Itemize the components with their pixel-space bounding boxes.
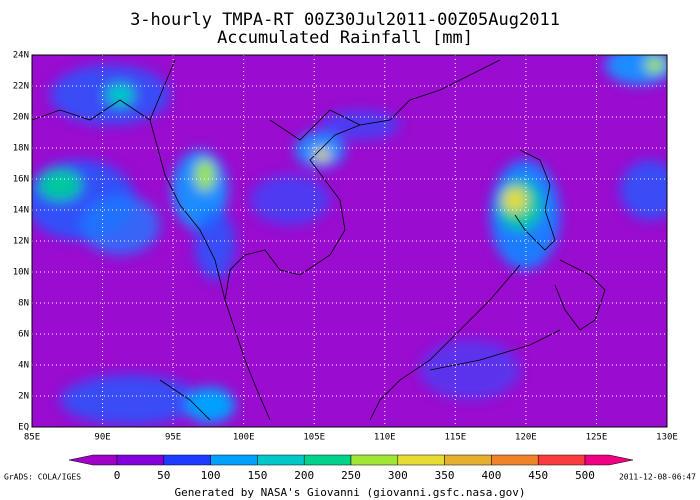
colorbar-swatch [163, 454, 211, 466]
lat-tick-label: 14N [13, 206, 29, 216]
lat-tick-label: 10N [13, 268, 29, 278]
colorbar-label: 450 [528, 469, 548, 482]
lon-tick-label: 120E [515, 433, 537, 443]
colorbar-swatch [350, 454, 399, 466]
map-subtitle: Accumulated Rainfall [mm] [217, 28, 473, 48]
lon-tick-label: 130E [656, 433, 678, 443]
lat-tick-label: 4N [18, 361, 29, 371]
lon-tick-label: 125E [586, 433, 608, 443]
lat-tick-label: 22N [13, 82, 29, 92]
plot-frame [31, 54, 668, 428]
credit-left: GrADS: COLA/IGES [4, 473, 81, 482]
rainfall-field [32, 55, 667, 425]
lon-tick-label: 110E [374, 433, 396, 443]
colorbar-swatch [491, 454, 539, 466]
lat-tick-label: 12N [13, 237, 29, 247]
colorbar-swatch [210, 454, 258, 466]
lon-tick-label: 100E [233, 433, 255, 443]
colorbar-swatch [537, 454, 586, 466]
colorbar-label: 300 [388, 469, 408, 482]
timestamp: 2011-12-08-06:47 [619, 473, 696, 482]
colorbar-swatch [257, 454, 305, 466]
lat-tick-label: 8N [18, 299, 29, 309]
colorbar-label: 400 [481, 469, 501, 482]
colorbar-label: 200 [294, 469, 314, 482]
lat-tick-label: 18N [13, 144, 29, 154]
lat-tick-label: EQ [18, 423, 29, 433]
colorbar-label: 100 [201, 469, 221, 482]
colorbar-label: 500 [575, 469, 595, 482]
colorbar-swatch [584, 454, 634, 466]
colorbar-swatch [397, 454, 445, 466]
lat-tick-label: 6N [18, 330, 29, 340]
colorbar-label: 150 [247, 469, 267, 482]
colorbar-label: 50 [157, 469, 170, 482]
colorbar-label: 350 [435, 469, 455, 482]
lon-tick-label: 95E [165, 433, 181, 443]
colorbar-label: 0 [114, 469, 121, 482]
lat-tick-label: 20N [13, 113, 29, 123]
lon-tick-label: 115E [444, 433, 466, 443]
lon-tick-label: 90E [94, 433, 110, 443]
lat-tick-label: 16N [13, 175, 29, 185]
colorbar-swatch [444, 454, 492, 466]
lat-tick-label: 2N [18, 392, 29, 402]
colorbar-label: 250 [341, 469, 361, 482]
colorbar: 0 50 100 150 200 250 300 350 400 450 500 [68, 454, 634, 482]
colorbar-swatch [303, 454, 352, 466]
colorbar-swatch [68, 454, 118, 466]
colorbar-swatch [116, 454, 165, 466]
lon-tick-label: 85E [24, 433, 40, 443]
footer: Generated by NASA's Giovanni (giovanni.g… [175, 486, 526, 499]
map-title: 3-hourly TMPA-RT 00Z30Jul2011-00Z05Aug20… [130, 10, 560, 30]
lon-tick-label: 105E [303, 433, 325, 443]
lat-tick-label: 24N [13, 51, 29, 61]
